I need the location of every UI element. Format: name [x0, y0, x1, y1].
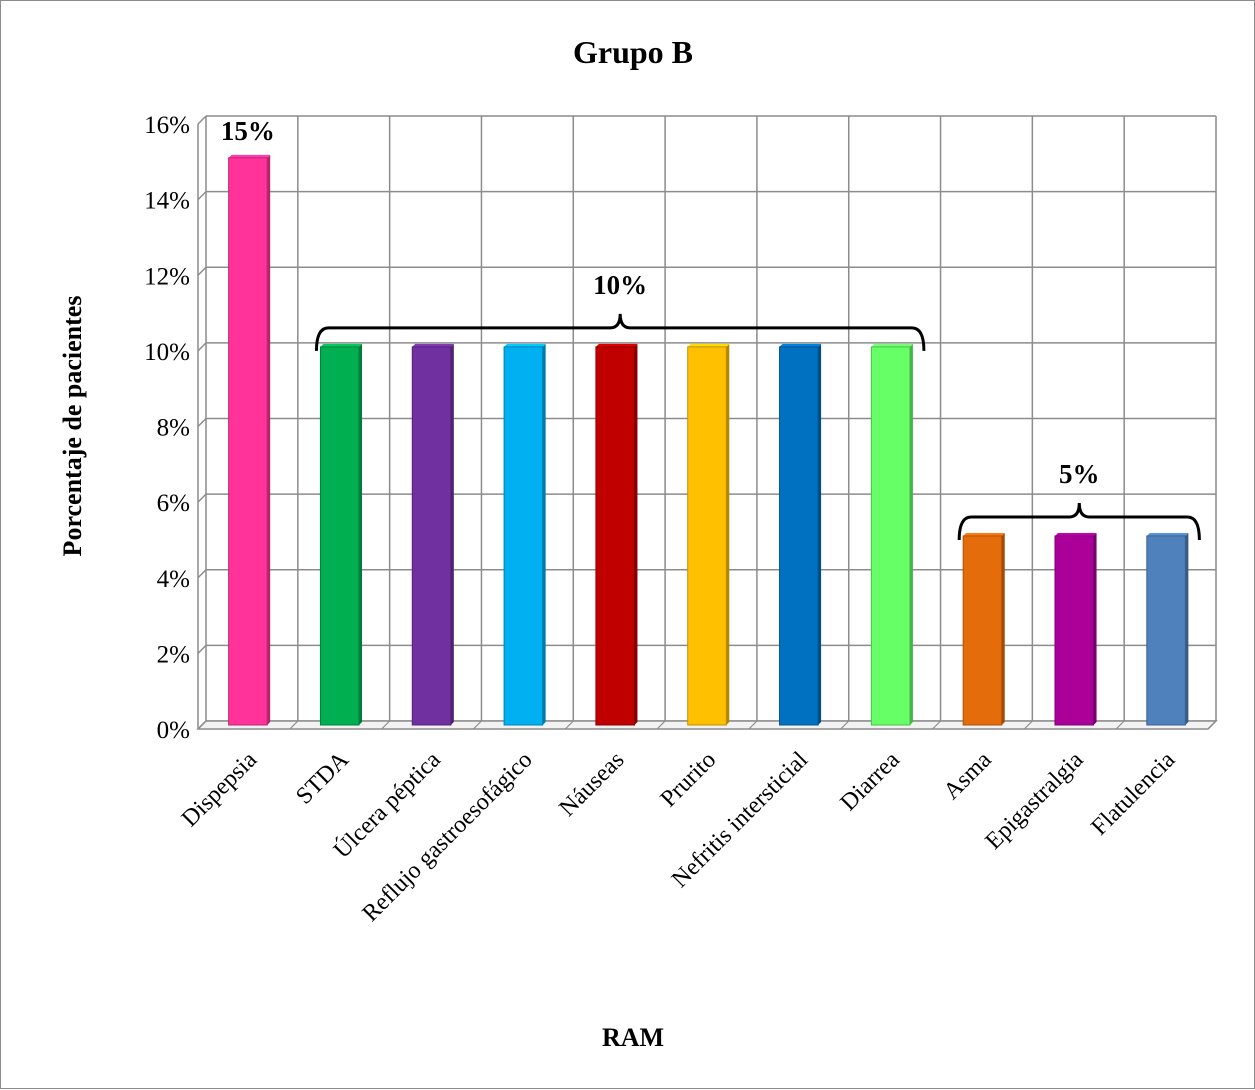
floor-tick: [748, 720, 758, 730]
y-tick-label: 8%: [157, 415, 190, 442]
bar: [962, 532, 1005, 726]
bar: [1146, 532, 1189, 726]
bar-top: [412, 343, 454, 347]
bar-front: [595, 346, 635, 726]
y-tick-label: 4%: [157, 566, 190, 593]
annotations: 15% 10% 5%: [221, 116, 1201, 540]
y-tick-label: 2%: [157, 641, 190, 668]
gridline-side: [197, 569, 207, 579]
bar-front: [1146, 535, 1186, 726]
bar-top: [228, 154, 271, 158]
bar-front: [1054, 535, 1095, 726]
x-axis-title: RAM: [602, 1023, 664, 1052]
bar: [595, 343, 638, 726]
bar-front: [228, 157, 268, 726]
y-axis-ticks: 0% 2% 4% 6% 8% 10% 12% 14% 16%: [144, 112, 190, 744]
bar-side: [909, 343, 913, 725]
bar-top: [1146, 532, 1189, 536]
group-label: 10%: [593, 270, 647, 300]
bar-side: [542, 343, 546, 725]
bar-side: [359, 343, 363, 725]
bar-front: [779, 346, 819, 726]
bars: [228, 154, 1189, 726]
y-tick-label: 16%: [144, 112, 190, 139]
bar-top: [687, 343, 730, 347]
y-tick-label: 12%: [144, 263, 190, 290]
group-label: 5%: [1059, 459, 1100, 489]
bar-top: [320, 343, 363, 347]
x-category-label: Prurito: [656, 747, 722, 813]
bar-side: [818, 343, 822, 725]
bar-side: [726, 343, 730, 725]
data-label: 15%: [221, 116, 275, 146]
bar-side: [634, 343, 638, 725]
floor-tick: [1207, 720, 1217, 730]
x-category-label: Asma: [939, 747, 997, 805]
x-category-label: Dispepsia: [177, 747, 263, 833]
bar: [503, 343, 546, 726]
gridline-side: [197, 266, 207, 276]
floor-tick: [656, 720, 666, 730]
bar-top: [504, 343, 546, 347]
bar-front: [411, 346, 452, 726]
x-category-label: STDA: [291, 746, 354, 809]
bar-side: [450, 343, 454, 725]
floor-tick: [289, 720, 299, 730]
bar-front: [962, 535, 1003, 726]
bar-top: [779, 343, 822, 347]
x-category-label: Náuseas: [554, 747, 629, 822]
bar-front: [319, 346, 360, 726]
bar-top: [1054, 532, 1097, 536]
x-category-label: Diarrea: [836, 747, 906, 817]
floor-tick: [197, 720, 207, 730]
floor-tick: [840, 720, 850, 730]
bar-top: [595, 343, 638, 347]
bar: [319, 343, 363, 726]
gridline-side: [197, 493, 207, 503]
y-tick-label: 10%: [144, 339, 190, 366]
bar: [870, 343, 913, 726]
y-tick-label: 0%: [157, 717, 190, 744]
y-tick-label: 6%: [157, 490, 190, 517]
bar-front: [503, 346, 544, 726]
gridline-side: [197, 115, 207, 125]
gridlines: [197, 115, 1217, 730]
bar-front: [687, 346, 727, 726]
bar-side: [1001, 532, 1005, 725]
bar-front: [870, 346, 911, 726]
y-axis-title: Porcentaje de pacientes: [58, 296, 87, 557]
group-bracket: [957, 502, 1201, 540]
y-tick-label: 14%: [144, 188, 190, 215]
bar-top: [963, 532, 1005, 536]
bar: [779, 343, 822, 726]
floor-tick: [1023, 720, 1033, 730]
floor-tick: [564, 720, 574, 730]
bar-side: [1093, 532, 1097, 725]
gridline-side: [197, 191, 207, 201]
chart-title: Grupo B: [573, 34, 693, 70]
x-category-label: Flatulencia: [1087, 747, 1181, 841]
floor-tick: [932, 720, 941, 730]
bar: [411, 343, 454, 726]
gridline-side: [197, 417, 207, 428]
bar-side: [1185, 532, 1189, 725]
gridline-side: [197, 342, 207, 352]
bar: [1054, 532, 1097, 726]
bar: [228, 154, 271, 726]
gridline-side: [197, 644, 207, 654]
bar-top: [871, 343, 913, 347]
x-category-label: Reflujo gastroesofágico: [358, 747, 538, 927]
group-bracket: [314, 313, 926, 351]
bar: [687, 343, 730, 726]
bar-side: [267, 154, 271, 725]
floor-tick: [381, 720, 391, 730]
floor-tick: [1115, 720, 1125, 730]
floor-tick: [473, 720, 482, 730]
x-category-label: Epigastralgia: [981, 747, 1089, 855]
